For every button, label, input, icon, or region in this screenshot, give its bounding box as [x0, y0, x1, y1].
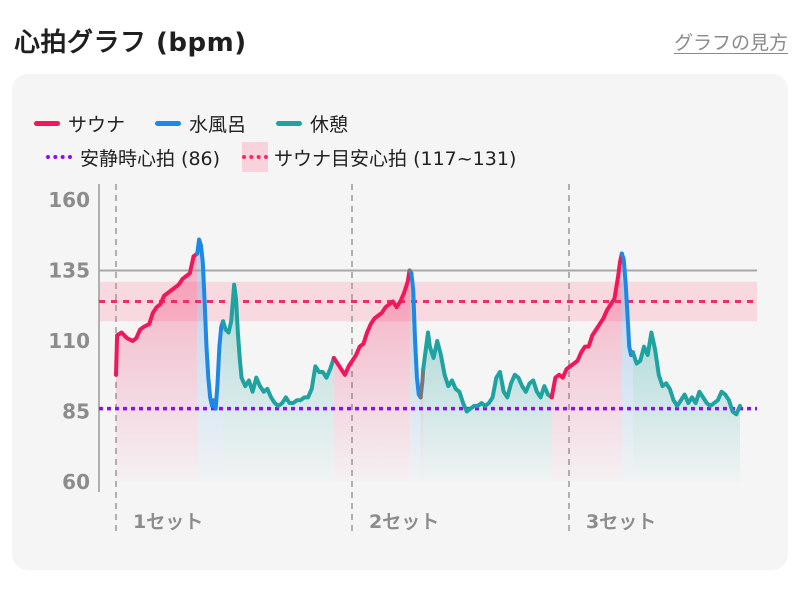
rest-area: [423, 332, 552, 482]
set-label: 3セット: [586, 511, 656, 533]
mizuburo-line: [619, 251, 635, 358]
rest-line: [630, 330, 742, 417]
legend-row-references: 安静時心拍 (86) サウナ目安心拍 (117~131): [34, 142, 538, 172]
legend-label-mizuburo: 水風呂: [189, 114, 247, 136]
y-tick-label: 160: [48, 188, 90, 212]
transition-line: [418, 367, 426, 400]
sauna-area: [551, 253, 622, 482]
sauna-area: [116, 253, 198, 482]
rest-line: [421, 330, 554, 414]
rest-swatch: [276, 121, 303, 126]
sauna-line: [331, 268, 412, 377]
page-title: 心拍グラフ (bpm): [14, 28, 247, 58]
sauna-area: [333, 270, 410, 482]
legend-label-sauna-target: サウナ目安心拍 (117~131): [274, 147, 517, 170]
mizuburo-swatch: [155, 121, 182, 126]
rest-line: [221, 282, 336, 408]
sauna-line: [114, 251, 200, 377]
sauna-swatch: [34, 121, 60, 126]
legend-item-mizuburo: 水風呂: [147, 110, 246, 137]
y-tick-label: 60: [62, 470, 90, 494]
legend-item-rest: 休憩: [268, 110, 348, 137]
graph-help-link[interactable]: グラフの見方: [673, 32, 788, 54]
legend-item-sauna: サウナ: [34, 110, 125, 137]
rest-area: [223, 284, 334, 482]
y-tick-label: 110: [48, 329, 90, 353]
mizuburo-area: [621, 253, 633, 482]
legend-item-resting-hr: 安静時心拍 (86): [34, 144, 220, 171]
y-tick-label: 85: [62, 400, 90, 424]
legend-label-rest: 休憩: [310, 114, 349, 136]
set-label: 1セット: [133, 511, 203, 533]
legend-item-sauna-target: サウナ目安心拍 (117~131): [242, 142, 516, 172]
legend-label-sauna: サウナ: [68, 114, 126, 136]
set-label: 2セット: [369, 511, 439, 533]
transition-area: [409, 270, 412, 482]
y-tick-label: 135: [48, 259, 90, 283]
legend-label-resting-hr: 安静時心拍 (86): [80, 147, 221, 170]
mizuburo-line: [195, 237, 226, 411]
sauna-target-swatch: [242, 142, 269, 172]
legend-row-phases: サウナ 水風呂 休憩: [34, 110, 370, 137]
resting-hr-swatch: [46, 155, 72, 159]
sauna-line: [549, 251, 624, 400]
